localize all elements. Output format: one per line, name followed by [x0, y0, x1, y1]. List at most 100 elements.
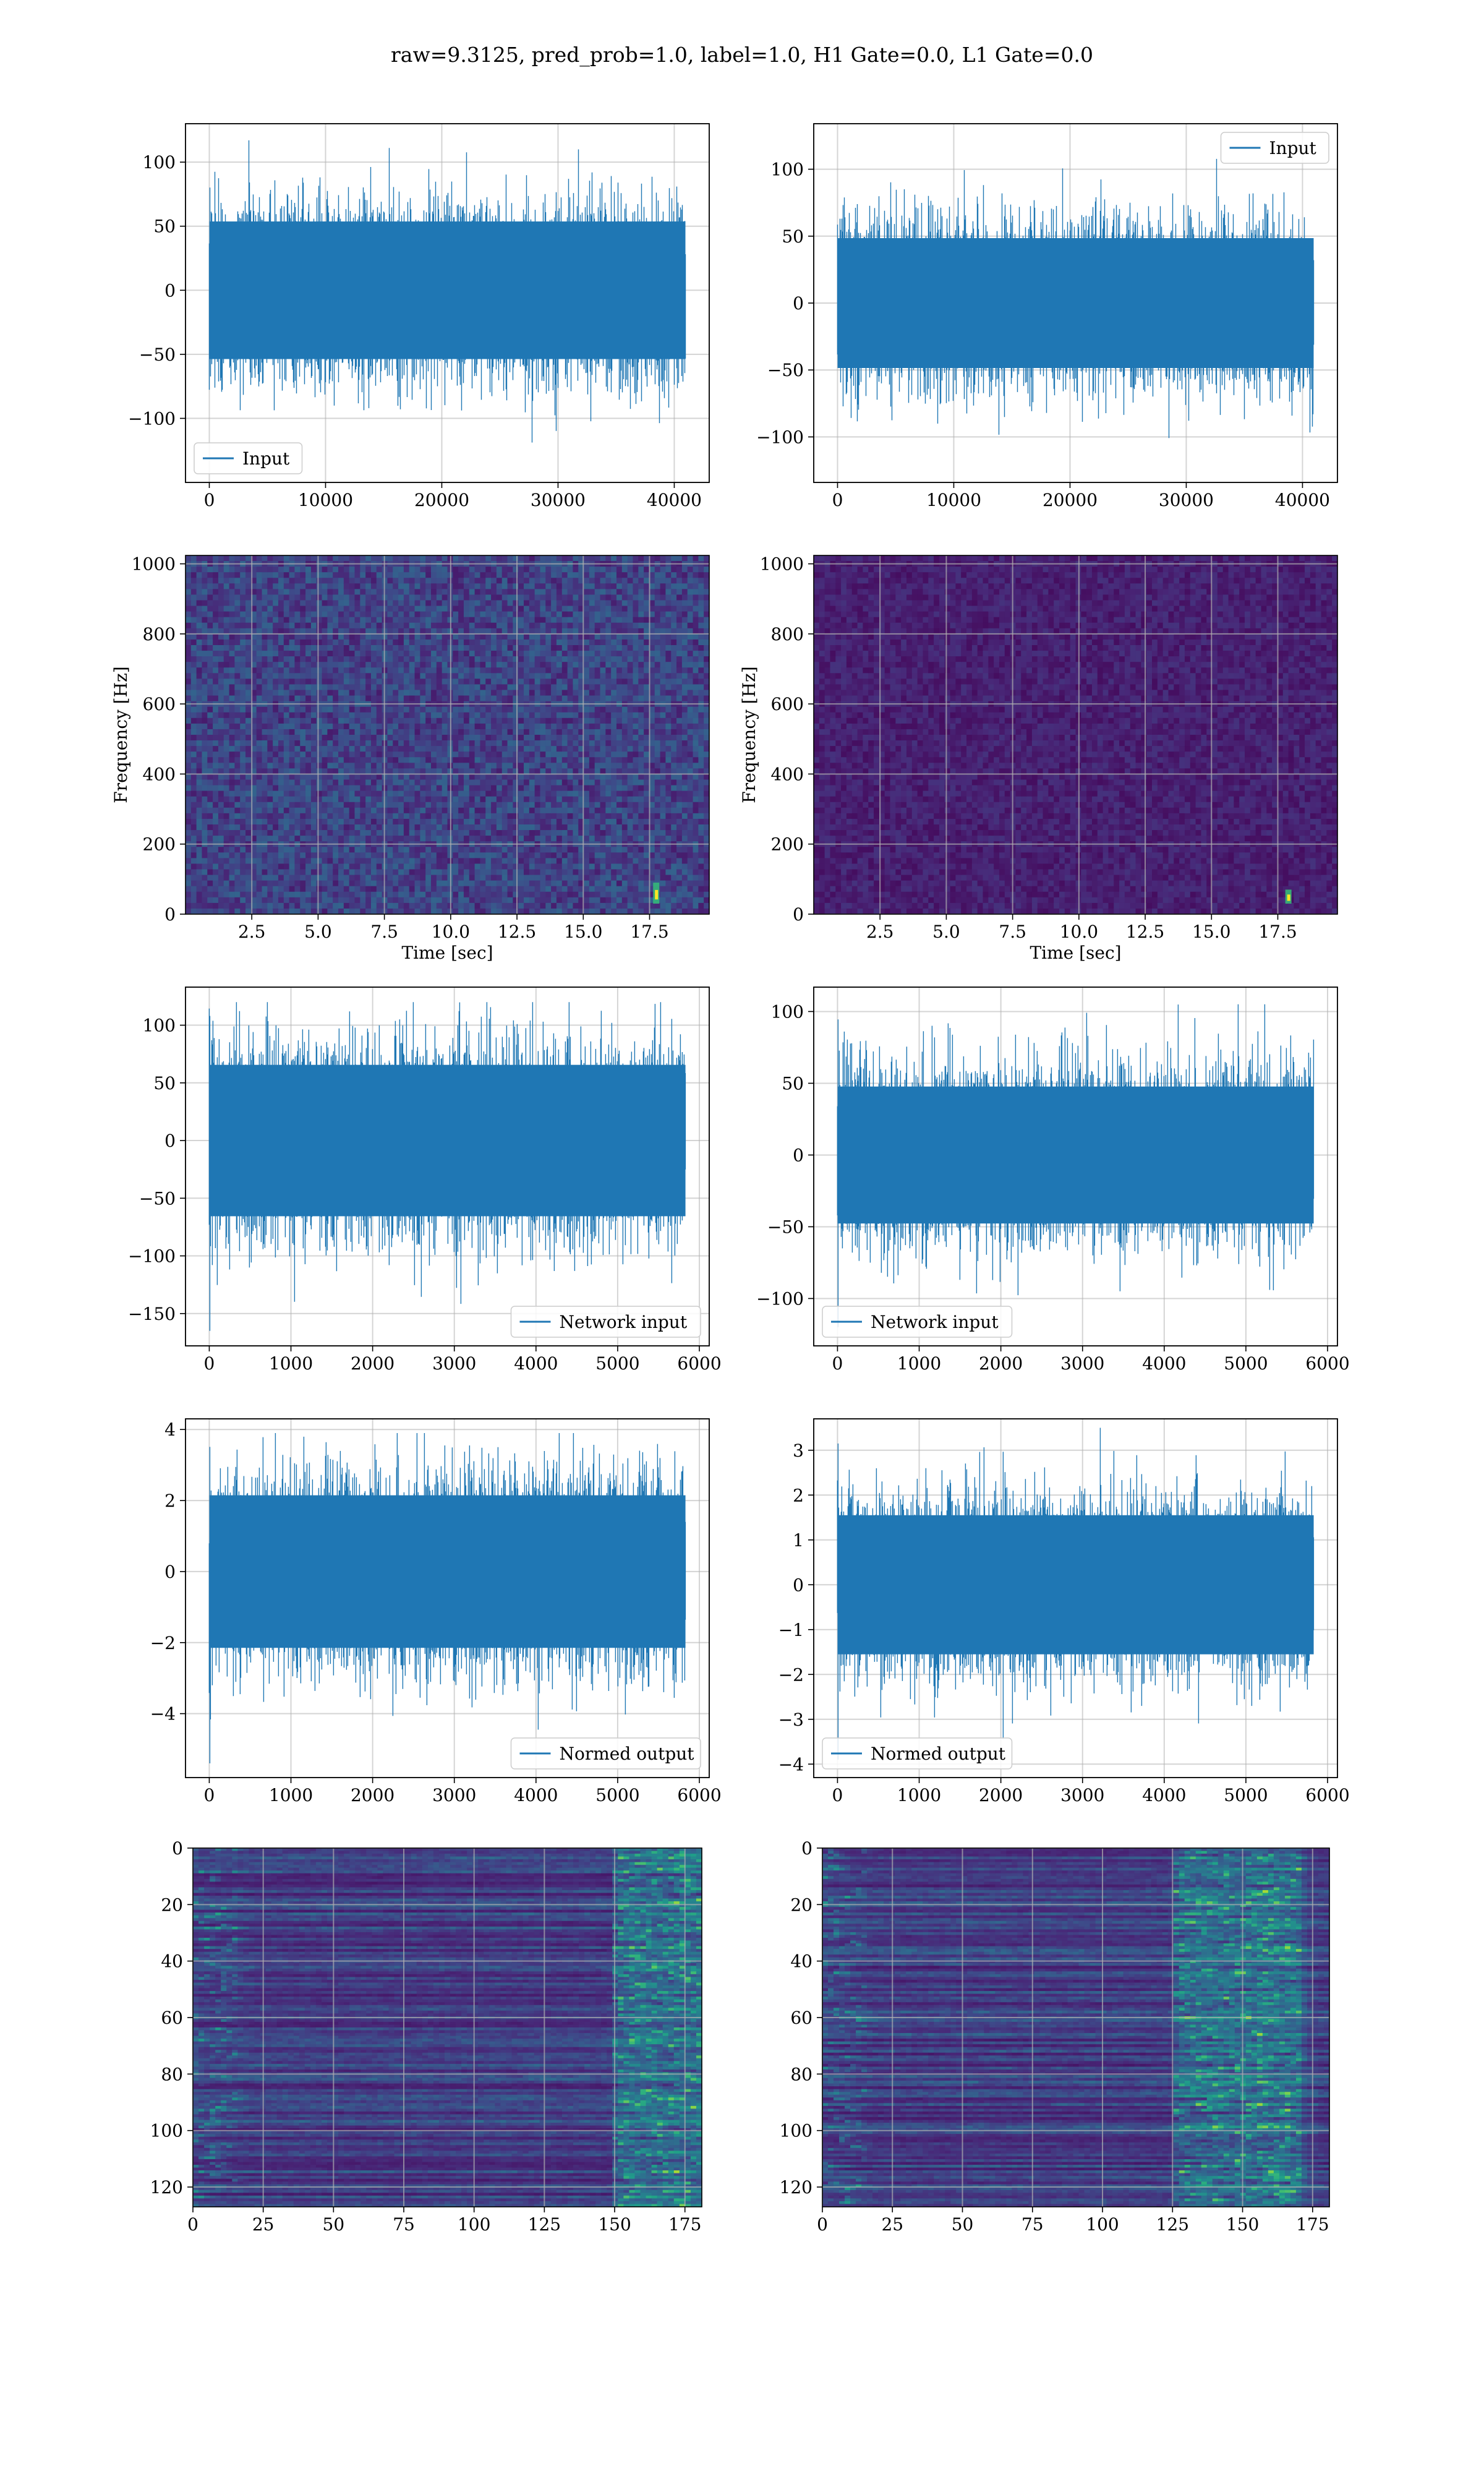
- spectrogram-cell: [322, 634, 328, 640]
- spectrogram-cell: [513, 583, 518, 589]
- spectrogram-cell: [393, 601, 398, 607]
- spectrogram-cell: [524, 724, 529, 730]
- spectrogram-cell: [595, 819, 600, 825]
- spectrogram-cell: [393, 852, 398, 858]
- spectrogram-cell: [229, 640, 235, 646]
- spectrogram-cell: [273, 785, 278, 792]
- spectrogram-cell: [458, 824, 464, 831]
- spectrogram-cell: [213, 656, 218, 662]
- x-tick-label: 0: [204, 490, 215, 510]
- spectrogram-cell: [234, 651, 240, 657]
- spectrogram-cell: [480, 836, 485, 842]
- spectrogram-cell: [338, 684, 344, 690]
- spectrogram-cell: [409, 751, 415, 758]
- spectrogram-cell: [540, 673, 545, 679]
- spectrogram-cell: [393, 690, 398, 696]
- spectrogram-cell: [197, 696, 202, 702]
- spectrogram-cell: [393, 824, 398, 831]
- spectrogram-cell: [365, 813, 371, 820]
- spectrogram-cell: [284, 824, 289, 831]
- spectrogram-cell: [240, 858, 245, 864]
- spectrogram-cell: [415, 785, 420, 792]
- spectrogram-cell: [398, 724, 404, 730]
- spectrogram-cell: [535, 724, 540, 730]
- spectrogram-cell: [360, 662, 365, 668]
- spectrogram-cell: [425, 774, 431, 780]
- spectrogram-cell: [333, 572, 338, 578]
- spectrogram-cell: [409, 729, 415, 735]
- spectrogram-cell: [584, 791, 589, 797]
- spectrogram-cell: [240, 875, 245, 881]
- spectrogram-cell: [589, 684, 595, 690]
- spectrogram-cell: [502, 707, 508, 713]
- spectrogram-cell: [573, 673, 578, 679]
- spectrogram-cell: [393, 707, 398, 713]
- spectrogram-cell: [475, 583, 480, 589]
- spectrogram-cell: [491, 555, 497, 562]
- spectrogram-cell: [213, 572, 218, 578]
- spectrogram-cell: [562, 897, 568, 904]
- spectrogram-cell: [213, 662, 218, 668]
- spectrogram-cell: [393, 774, 398, 780]
- spectrogram-cell: [344, 881, 349, 887]
- spectrogram-cell: [377, 718, 382, 724]
- spectrogram-cell: [437, 836, 442, 842]
- spectrogram-cell: [213, 797, 218, 803]
- spectrogram-cell: [311, 713, 317, 719]
- spectrogram-cell: [475, 567, 480, 573]
- spectrogram-cell: [442, 601, 448, 607]
- spectrogram-cell: [562, 567, 568, 573]
- spectrogram-cell: [491, 667, 497, 674]
- spectrogram-cell: [584, 601, 589, 607]
- spectrogram-cell: [311, 707, 317, 713]
- spectrogram-cell: [524, 718, 529, 724]
- spectrogram-cell: [502, 634, 508, 640]
- spectrogram-cell: [480, 684, 485, 690]
- spectrogram-cell: [600, 594, 606, 601]
- spectrogram-cell: [453, 601, 458, 607]
- spectrogram-cell: [371, 757, 377, 763]
- spectrogram-cell: [535, 684, 540, 690]
- spectrogram-cell: [344, 583, 349, 589]
- spectrogram-cell: [213, 684, 218, 690]
- spectrogram-cell: [333, 594, 338, 601]
- spectrogram-cell: [355, 735, 360, 741]
- spectrogram-cell: [502, 746, 508, 752]
- spectrogram-cell: [475, 870, 480, 876]
- spectrogram-cell: [502, 656, 508, 662]
- spectrogram-cell: [197, 886, 202, 892]
- spectrogram-cell: [240, 881, 245, 887]
- spectrogram-cell: [273, 870, 278, 876]
- spectrogram-cell: [458, 617, 464, 623]
- spectrogram-cell: [377, 656, 382, 662]
- spectrogram-cell: [485, 678, 491, 685]
- spectrogram-cell: [262, 601, 268, 607]
- spectrogram-cell: [595, 808, 600, 814]
- spectrogram-cell: [480, 645, 485, 651]
- spectrogram-cell: [224, 746, 229, 752]
- spectrogram-cell: [415, 583, 420, 589]
- spectrogram-cell: [497, 678, 502, 685]
- spectrogram-cell: [333, 751, 338, 758]
- spectrogram-cell: [398, 819, 404, 825]
- spectrogram-cell: [349, 819, 355, 825]
- spectrogram-cell: [562, 774, 568, 780]
- spectrogram-cell: [502, 740, 508, 747]
- spectrogram-cell: [595, 757, 600, 763]
- spectrogram-cell: [513, 606, 518, 612]
- spectrogram-cell: [213, 808, 218, 814]
- spectrogram-cell: [234, 656, 240, 662]
- spectrogram-cell: [284, 797, 289, 803]
- spectrogram-cell: [229, 886, 235, 892]
- spectrogram-cell: [224, 640, 229, 646]
- spectrogram-cell: [284, 601, 289, 607]
- spectrogram-cell: [371, 578, 377, 584]
- spectrogram-cell: [464, 892, 469, 898]
- spectrogram-cell: [365, 808, 371, 814]
- spectrogram-cell: [545, 673, 551, 679]
- spectrogram-cell: [573, 824, 578, 831]
- spectrogram-cell: [333, 673, 338, 679]
- spectrogram-cell: [556, 583, 562, 589]
- spectrogram-cell: [257, 623, 262, 629]
- spectrogram-cell: [469, 673, 475, 679]
